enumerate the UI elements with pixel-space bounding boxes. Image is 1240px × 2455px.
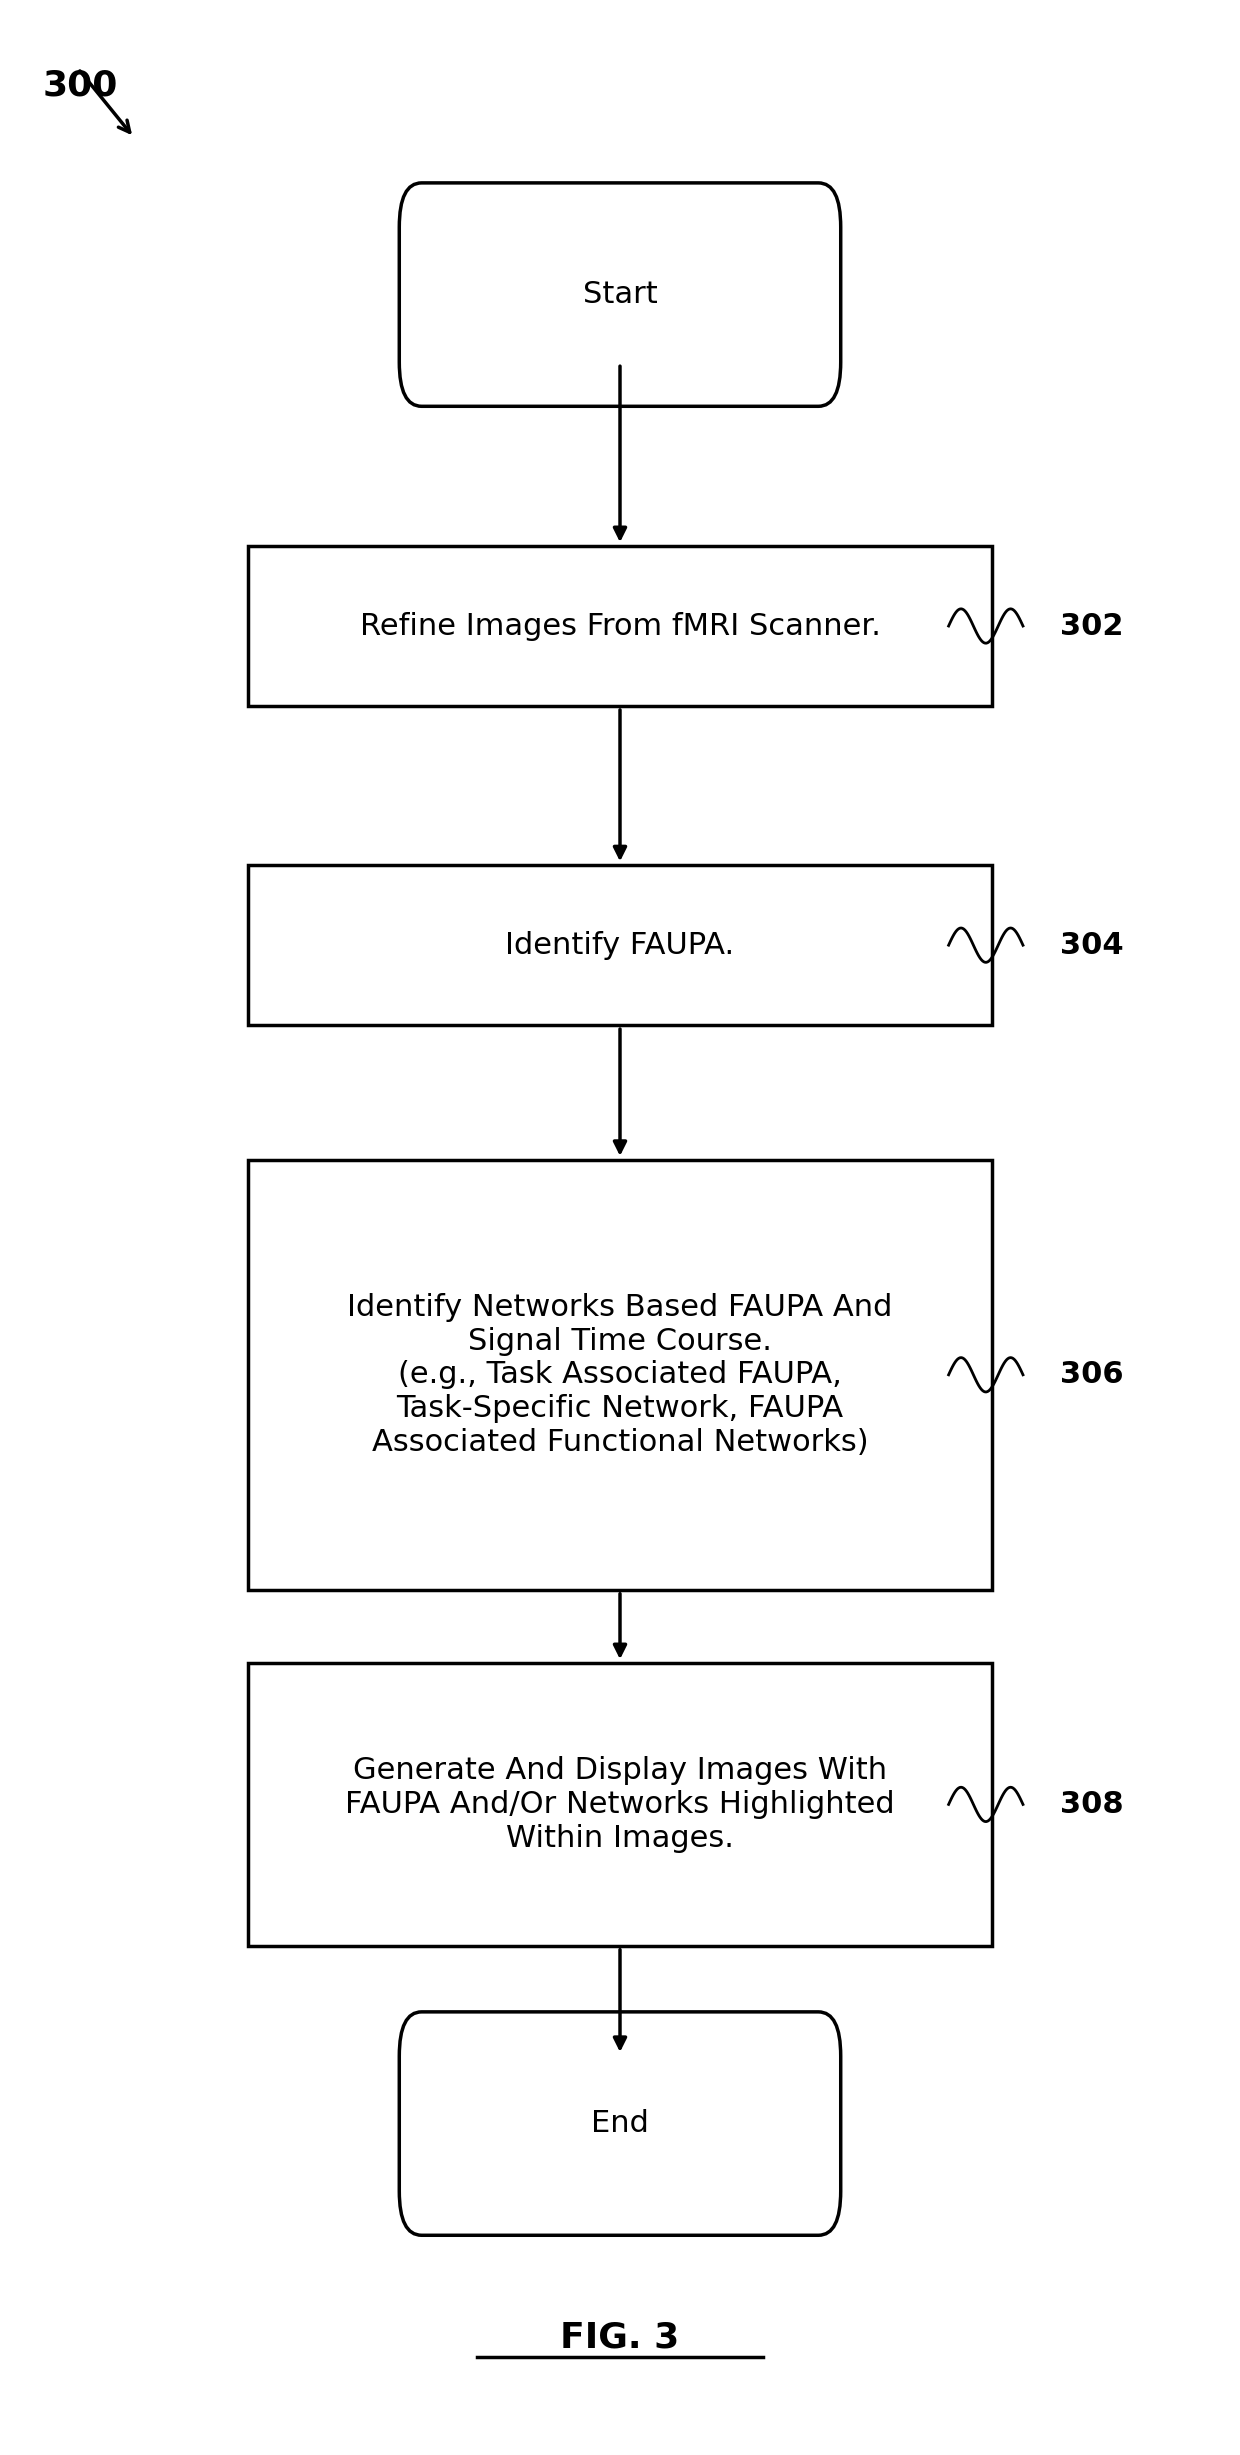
Text: Refine Images From fMRI Scanner.: Refine Images From fMRI Scanner. (360, 611, 880, 641)
Text: End: End (591, 2109, 649, 2138)
Text: Start: Start (583, 280, 657, 309)
Text: Identify FAUPA.: Identify FAUPA. (506, 930, 734, 960)
Bar (248, 1159, 992, 1591)
Bar (248, 867, 992, 1026)
Text: 302: 302 (1060, 611, 1123, 641)
Bar (248, 1664, 992, 1944)
Text: Identify Networks Based FAUPA And
Signal Time Course.
(e.g., Task Associated FAU: Identify Networks Based FAUPA And Signal… (347, 1294, 893, 1456)
Text: 306: 306 (1060, 1360, 1123, 1390)
Text: 308: 308 (1060, 1790, 1123, 1819)
Text: FIG. 3: FIG. 3 (560, 2320, 680, 2354)
FancyBboxPatch shape (399, 2013, 841, 2234)
Bar (248, 547, 992, 707)
Text: Generate And Display Images With
FAUPA And/Or Networks Highlighted
Within Images: Generate And Display Images With FAUPA A… (345, 1755, 895, 1854)
Text: 300: 300 (43, 69, 118, 103)
Text: 304: 304 (1060, 930, 1123, 960)
FancyBboxPatch shape (399, 184, 841, 408)
